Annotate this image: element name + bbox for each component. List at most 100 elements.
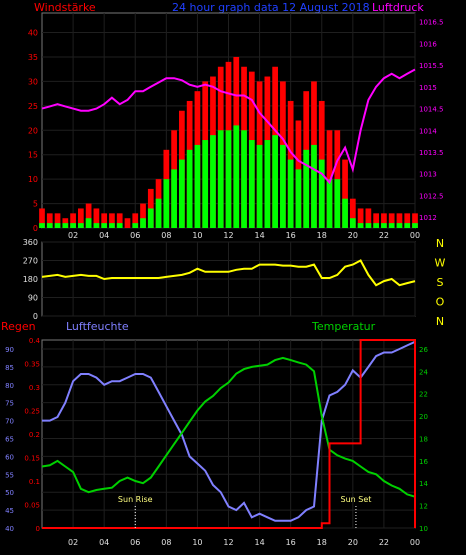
- wind-avg-bar: [342, 198, 348, 228]
- climate-x-tick-label: 08: [161, 538, 171, 547]
- wind-gust-bar: [85, 203, 92, 228]
- pressure-series-line: [41, 68, 416, 185]
- temperature-y-ticks: 10 12 14 16 18 20 22 24 26: [419, 346, 428, 533]
- wind-avg-bar: [326, 179, 333, 228]
- wind-avg-bar: [39, 223, 45, 228]
- rain-line: [42, 339, 416, 529]
- climate-x-tick-label: 20: [348, 538, 358, 547]
- wind-x-ticks: 02 04 06 08 10 12 14 16 18 20 22 00: [68, 231, 420, 240]
- pressure-y-tick-label: 1016.5: [419, 19, 444, 27]
- wind-avg-bar: [248, 140, 255, 228]
- wind-x-tick-label: 18: [317, 231, 327, 240]
- humidity-y-tick-label: 55: [5, 471, 14, 479]
- direction-y-tick-label: 90: [28, 294, 38, 303]
- wind-gust-bar: [70, 213, 76, 228]
- wind-avg-bar: [186, 149, 193, 228]
- wind-gust-bar: [342, 159, 348, 228]
- humidity-y-tick-label: 70: [5, 418, 14, 426]
- pressure-line: [41, 68, 416, 185]
- wind-avg-bar: [349, 218, 356, 228]
- chart-title: 24 hour graph data 12 August 2018: [172, 1, 370, 14]
- wind-avg-bar: [101, 223, 108, 228]
- pressure-y-ticks: 1012 1012.5 1013 1013.5 1014 1014.5 1015 1015.5…: [419, 19, 444, 222]
- wind-avg-bar: [381, 223, 387, 228]
- compass-letter: N: [436, 237, 444, 250]
- compass-letter: O: [436, 296, 445, 309]
- wind-avg-bars: [39, 125, 418, 228]
- wind-avg-bar: [46, 223, 53, 228]
- climate-x-tick-label: 06: [130, 538, 140, 547]
- wind-avg-bar: [217, 130, 224, 228]
- wind-gust-bar: [381, 213, 387, 228]
- pressure-y-tick-label: 1015: [419, 84, 437, 92]
- direction-y-tick-label: 0: [33, 312, 38, 321]
- wind-avg-bar: [70, 223, 76, 228]
- climate-x-tick-label: 14: [254, 538, 264, 547]
- wind-gust-bar: [365, 208, 372, 228]
- temperature-y-tick-label: 12: [419, 503, 428, 511]
- rain-y-tick-label: 0.2: [29, 431, 40, 439]
- wind-x-tick-label: 14: [254, 231, 264, 240]
- pressure-y-tick-label: 1016: [419, 40, 437, 48]
- wind-gust-bar: [357, 208, 364, 228]
- wind-gust-bar: [404, 213, 411, 228]
- temperature-y-tick-label: 22: [419, 391, 428, 399]
- wind-avg-bar: [303, 149, 310, 228]
- climate-panel: Sun Rise Sun Set 40 45 50 55 60 65 70 75 80 85 90 0…: [5, 337, 428, 547]
- wind-avg-bar: [62, 223, 69, 228]
- humidity-y-tick-label: 40: [5, 525, 14, 533]
- wind-y-tick-label: 10: [28, 175, 38, 184]
- wind-gust-bar: [116, 213, 123, 228]
- climate-x-tick-label: 22: [379, 538, 389, 547]
- wind-avg-bar: [116, 223, 123, 228]
- humidity-line: [42, 340, 416, 522]
- wind-gust-bar: [39, 208, 45, 228]
- temperature-y-tick-label: 14: [419, 480, 428, 488]
- wind-axis-title: Windstärke: [34, 1, 96, 14]
- wind-avg-bar: [179, 159, 185, 228]
- wind-x-tick-label: 00: [410, 231, 420, 240]
- wind-x-tick-label: 10: [192, 231, 202, 240]
- wind-avg-bar: [287, 159, 294, 228]
- wind-avg-bar: [147, 208, 154, 228]
- wind-avg-bar: [365, 223, 372, 228]
- pressure-y-tick-label: 1014.5: [419, 106, 444, 114]
- direction-y-ticks: 0 90 180 270 360: [23, 238, 38, 321]
- wind-avg-bar: [202, 140, 209, 228]
- temperature-y-tick-label: 16: [419, 458, 428, 466]
- wind-avg-bar: [311, 144, 317, 228]
- pressure-y-tick-label: 1012: [419, 214, 437, 222]
- temperature-y-tick-label: 26: [419, 346, 428, 354]
- compass-letter: W: [435, 257, 446, 270]
- wind-x-tick-label: 22: [379, 231, 389, 240]
- wind-gust-bar: [388, 213, 395, 228]
- wind-y-tick-label: 15: [28, 151, 38, 160]
- wind-avg-bar: [334, 179, 341, 228]
- wind-y-tick-label: 35: [28, 53, 38, 62]
- wind-gust-bar: [349, 198, 356, 228]
- temperature-series-line: [41, 356, 416, 498]
- humidity-y-tick-label: 75: [5, 400, 14, 408]
- rain-y-tick-label: 0.25: [24, 408, 40, 416]
- humidity-axis-title: Luftfeuchte: [66, 320, 129, 333]
- wind-x-tick-label: 02: [68, 231, 78, 240]
- compass-letter: N: [436, 315, 444, 328]
- wind-x-tick-label: 16: [286, 231, 296, 240]
- wind-avg-bar: [132, 223, 139, 228]
- wind-gust-bar: [46, 213, 53, 228]
- humidity-y-tick-label: 65: [5, 435, 14, 443]
- wind-avg-bar: [272, 135, 278, 228]
- wind-gust-bar: [140, 203, 146, 228]
- climate-x-tick-label: 00: [410, 538, 420, 547]
- humidity-y-tick-label: 60: [5, 453, 14, 461]
- wind-gust-bar: [77, 208, 84, 228]
- rain-y-tick-label: 0.4: [29, 337, 41, 345]
- wind-y-tick-label: 40: [28, 29, 38, 38]
- wind-avg-bar: [225, 130, 232, 228]
- wind-avg-bar: [241, 130, 247, 228]
- temperature-line: [41, 356, 416, 498]
- wind-avg-bar: [109, 223, 115, 228]
